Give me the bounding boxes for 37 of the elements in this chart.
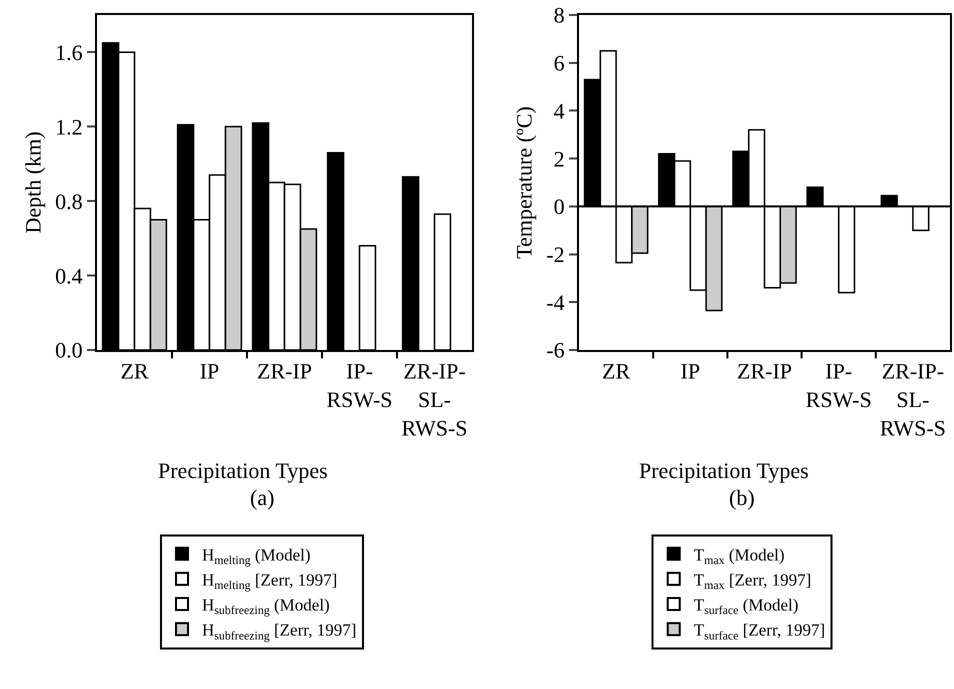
x-axis-title: Precipitation Types xyxy=(158,458,328,483)
x-tick-label: ZR-IP xyxy=(257,358,312,384)
y-axis-title: Temperature (ºC) xyxy=(512,106,537,259)
legend-label: T$_{max}$ [Zerr, 1997] xyxy=(694,570,812,592)
y-tick-label: 0 xyxy=(554,194,565,220)
y-tick-label: -2 xyxy=(546,242,565,267)
legend-label: H$_{subfreezing}$ (Model) xyxy=(202,596,330,618)
y-tick-label: 1.2 xyxy=(55,114,83,140)
legend-label: T$_{max}$ (Model) xyxy=(694,545,785,567)
legend-label: H$_{subfreezing}$ [Zerr, 1997] xyxy=(202,620,356,642)
y-tick-label: -6 xyxy=(546,338,565,363)
y-tick-label: 0.0 xyxy=(55,338,83,363)
y-tick-label: 2 xyxy=(554,146,565,172)
y-axis-title: Depth (km) xyxy=(20,131,46,234)
x-tick-label: ZR-IP-SL-RWS-S xyxy=(880,358,946,441)
x-tick-label: IP-RSW-S xyxy=(326,358,393,412)
x-axis-title: Precipitation Types xyxy=(639,458,809,483)
y-tick-label: 1.6 xyxy=(55,40,83,65)
y-tick-label: 0.4 xyxy=(55,263,83,288)
y-tick-label: -4 xyxy=(546,290,565,315)
y-tick-label: 6 xyxy=(554,50,565,76)
y-tick-label: 0.8 xyxy=(55,188,83,214)
text: (a) xyxy=(250,485,274,510)
x-tick-label: IP xyxy=(200,358,220,384)
x-tick-label: IP xyxy=(680,358,700,384)
y-tick-label: 4 xyxy=(554,98,565,124)
legend-label: H$_{melting}$ (Model) xyxy=(202,545,311,567)
legend-label: T$_{surface}$ [Zerr, 1997] xyxy=(694,620,826,642)
x-tick-label: ZR xyxy=(120,358,149,384)
x-tick-label: ZR xyxy=(602,358,630,384)
x-tick-label: ZR-IP xyxy=(737,358,792,384)
x-tick-label: IP-RSW-S xyxy=(806,358,872,412)
x-tick-label: ZR-IP-SL-RWS-S xyxy=(401,358,468,441)
legend-label: H$_{melting}$ [Zerr, 1997] xyxy=(202,570,338,592)
y-tick-label: 8 xyxy=(554,2,565,28)
text: (b) xyxy=(729,485,755,510)
legend-label: T$_{surface}$ (Model) xyxy=(694,596,798,618)
